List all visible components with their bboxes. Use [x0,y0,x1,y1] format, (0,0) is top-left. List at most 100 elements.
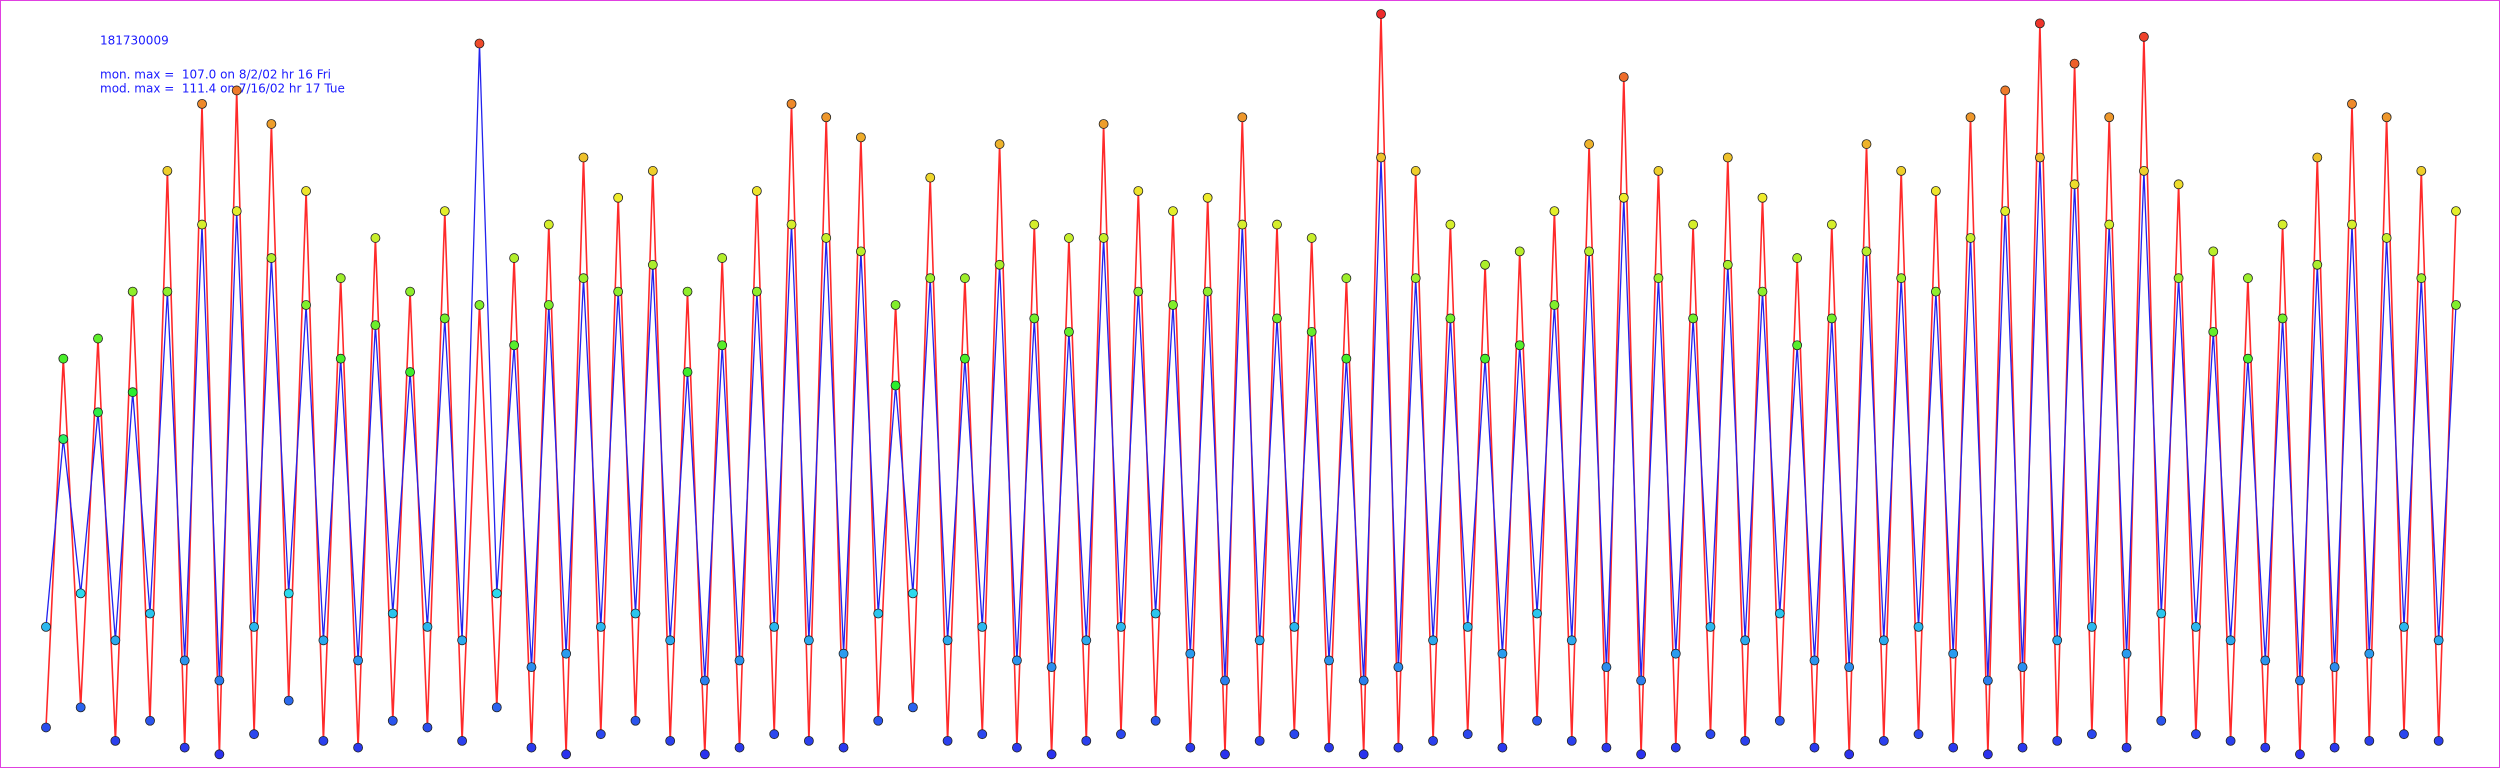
model-point [1982,749,1993,760]
model-point [2052,735,2063,746]
model-point [1064,233,1074,243]
monitor-point [1150,608,1161,619]
model-point [595,729,606,740]
model-point [2295,749,2305,760]
model-point [2086,729,2097,740]
model-point [2399,729,2409,740]
monitor-point [665,635,676,646]
monitor-point [1358,675,1369,686]
model-point [1705,729,1716,740]
model-point [613,192,624,203]
monitor-point [1705,621,1716,632]
monitor-point [1566,635,1577,646]
monitor-point [1272,313,1282,324]
model-point [2139,31,2149,42]
monitor-point [2295,675,2305,686]
model-point [1306,233,1317,243]
monitor-point [803,635,814,646]
model-point [162,166,173,176]
monitor-point [509,340,520,351]
model-point [1497,742,1508,753]
monitor-point [526,662,537,673]
model-point [994,139,1005,149]
model-point [977,729,988,740]
monitor-point [734,655,745,666]
monitor-point [2364,648,2375,659]
model-point [1670,742,1681,753]
monitor-point [1445,313,1456,324]
model-point [2069,58,2080,69]
model-point [1410,166,1421,176]
model-point [2381,112,2392,123]
monitor-point [1306,326,1317,337]
monitor-point [1982,675,1993,686]
monitor-point [890,380,901,391]
model-point [786,98,797,109]
model-point [769,729,780,740]
monitor-point [1774,608,1785,619]
monitor-point [457,635,468,646]
monitor-point [2260,655,2271,666]
model-point [1965,112,1976,123]
model-point [1514,246,1525,257]
monitor-point [1948,648,1959,659]
model-point [751,186,762,196]
monitor-point [1462,621,1473,632]
monitor-point [2052,635,2063,646]
model-point [1792,253,1803,263]
monitor-point [838,648,849,659]
monitor-point [994,259,1005,270]
model-point [283,695,294,706]
model-point [1428,735,1438,746]
monitor-point [2399,621,2409,632]
monitor-point [491,588,502,599]
monitor-point [1168,300,1178,310]
monitor-point [2139,166,2149,176]
monitor-point [595,621,606,632]
monitor-point [2347,219,2357,230]
monitor-point [2329,662,2340,673]
model-point [1930,186,1941,196]
monitor-point [1653,273,1664,284]
model-point [318,735,329,746]
monitor-point [2121,648,2132,659]
model-point [1549,206,1560,217]
monitor-point [1670,648,1681,659]
model-point [353,742,363,753]
model-point [474,300,485,310]
model-point [2104,112,2115,123]
monitor-point [873,608,884,619]
model-max: mod. max = 111.4 on 7/16/02 hr 17 Tue [100,82,345,96]
model-point [647,166,658,176]
model-point [2208,246,2219,257]
monitor-point [145,608,155,619]
monitor-point [1081,635,1092,646]
model-point [370,233,381,243]
model-point [75,702,86,713]
model-point [1358,749,1369,760]
model-point [1861,139,1872,149]
monitor-point [942,635,953,646]
monitor-point [647,259,658,270]
model-point [58,353,69,364]
monitor-point [613,286,624,297]
model-point [214,749,225,760]
monitor-point [1826,313,1837,324]
model-point [1566,735,1577,746]
monitor-point [283,588,294,599]
monitor-point [1064,326,1074,337]
model-point [1601,742,1612,753]
monitor-point [1792,340,1803,351]
monitor-point [1185,648,1196,659]
model-point [439,206,450,217]
model-point [1289,729,1300,740]
monitor-point [2156,608,2167,619]
model-point [145,715,155,726]
monitor-point [2086,621,2097,632]
monitor-point [387,608,398,619]
model-point [1168,206,1178,217]
model-point [127,286,138,297]
monitor-point [2451,300,2461,310]
monitor-point [2069,179,2080,190]
model-point [1081,735,1092,746]
